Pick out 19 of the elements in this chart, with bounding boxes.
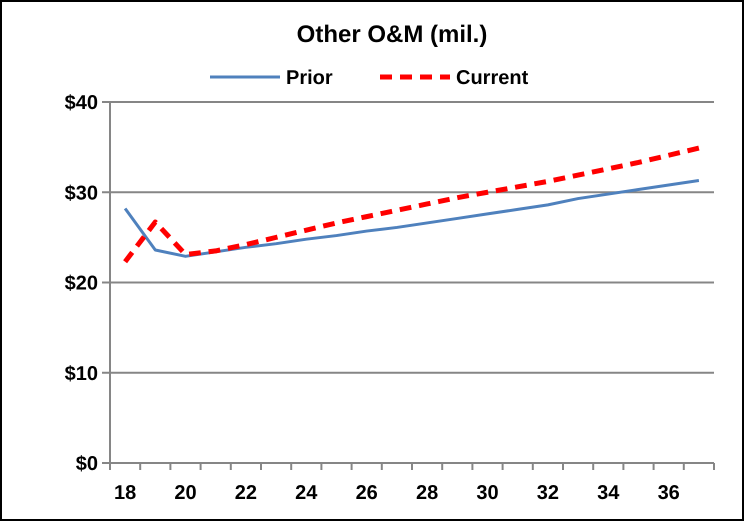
x-tick-label: 24 [295,482,318,504]
chart-title: Other O&M (mil.) [296,21,488,48]
x-tick-label: 34 [597,482,620,504]
x-tick-label: 28 [416,482,438,504]
line-series [124,179,700,258]
x-tick-label: 32 [536,482,560,504]
legend-label: Prior [286,67,333,89]
y-tick-label: $0 [76,453,98,475]
x-tick-label: 26 [356,482,378,504]
y-tick-label: $30 [64,182,98,204]
y-tick-label: $40 [64,92,98,114]
x-tick-label: 30 [476,482,499,504]
x-tick-label: 36 [658,482,680,504]
y-tick-label: $20 [64,272,98,294]
x-tick-label: 18 [114,482,136,504]
y-tick-label: $10 [64,362,98,385]
x-tick-label: 22 [234,482,258,504]
x-tick-label: 20 [174,482,197,504]
legend-label: Current [456,67,529,89]
